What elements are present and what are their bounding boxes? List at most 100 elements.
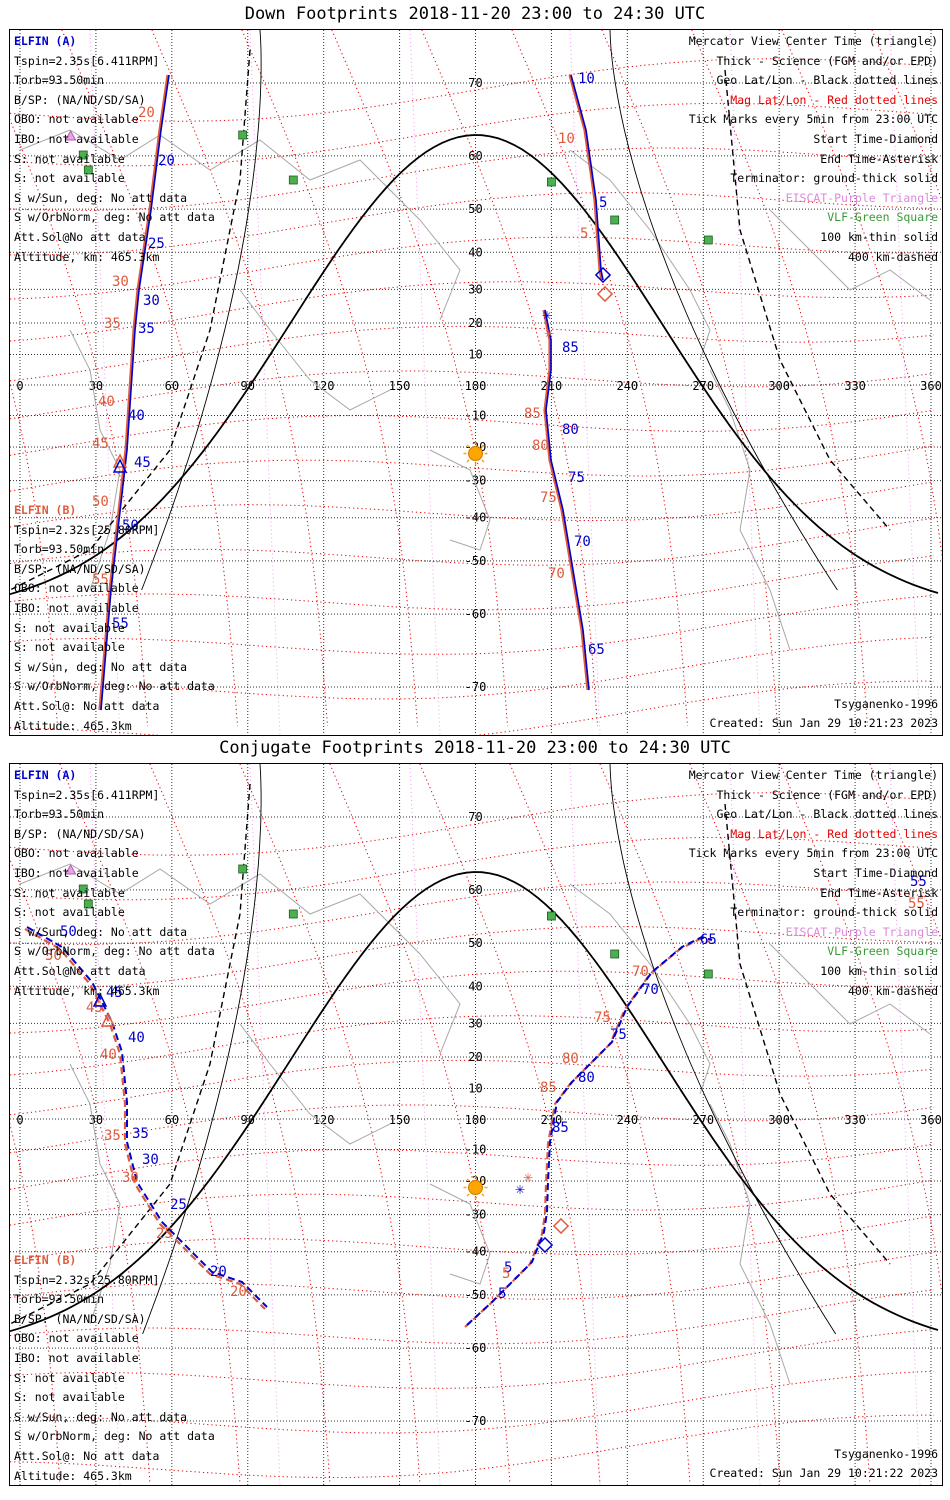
eiscat-meridian xyxy=(889,764,921,1485)
lat-tick-label: -40 xyxy=(465,1245,487,1259)
elfin-b-track-label: 80 xyxy=(532,438,549,454)
elfin-a-header: ELFIN (A) xyxy=(14,768,77,782)
coastline xyxy=(429,449,491,551)
elfin-a-track-label: 80 xyxy=(578,1070,595,1086)
mag-lat-line xyxy=(10,1143,935,1190)
elfin-a-track-label: 20 xyxy=(210,1264,227,1280)
mag-lon-line xyxy=(511,30,688,727)
coastline xyxy=(569,149,711,361)
elfin-a-track-label: 80 xyxy=(562,422,579,438)
coastline xyxy=(709,369,791,651)
lat-tick-label: -10 xyxy=(465,1143,487,1157)
elfin-b-track-label: 80 xyxy=(562,1051,579,1067)
vlf-square-icon xyxy=(288,175,298,185)
lat-tick-label: 30 xyxy=(468,282,482,296)
elfin-a-line: Altitude, km: 465.3km xyxy=(14,983,160,998)
coastline xyxy=(239,1023,391,1145)
mag-lat-line xyxy=(10,1251,935,1300)
mag-lon-line xyxy=(419,764,601,1485)
elfin-a-track-label: 70 xyxy=(574,534,591,550)
model-label: Tsyganenko-1996 xyxy=(834,697,938,711)
elfin-b-line: Att.Sol@: No att data xyxy=(14,1448,160,1463)
lon-tick-label: 360 xyxy=(920,379,942,393)
elfin-a-line: Att.Sol@No att data xyxy=(14,229,146,244)
elfin-b-track-label: 35 xyxy=(104,1128,121,1144)
elfin-a-track-label: 75 xyxy=(610,1027,627,1043)
elfin-a-track-label: 70 xyxy=(642,982,659,998)
sun-ray xyxy=(481,1178,485,1182)
lat-tick-label: -30 xyxy=(465,1208,487,1222)
lon-tick-label: 240 xyxy=(616,1113,638,1127)
elfin-b-track-label: 70 xyxy=(548,566,565,582)
mercator-map-conjugate: 0 30 60 90 120 150 180 210 240 270 300 330 360706050… xyxy=(10,764,942,1485)
mag-lon-line xyxy=(241,30,418,727)
diamond-start-icon xyxy=(594,266,612,284)
lat-tick-label: -50 xyxy=(465,554,487,568)
lat-tick-label: 20 xyxy=(468,316,482,330)
lat-tick-label: -60 xyxy=(465,607,487,621)
lon-tick-label: 90 xyxy=(241,1113,255,1127)
panel-title-conjugate: Conjugate Footprints 2018-11-20 23:00 to… xyxy=(219,738,731,758)
legend-view: Mercator View Center Time (triangle) xyxy=(688,768,938,782)
mag-lat-line xyxy=(10,1370,935,1434)
legend-ticks: Tick Marks every 5min from 23:00 UTC xyxy=(688,112,938,127)
mag-lon-line xyxy=(329,764,511,1485)
legend-100km: 100 km-thin solid xyxy=(820,963,938,978)
elfin-b-track-label: 5 xyxy=(580,226,588,242)
elfin-a-line: S: not available xyxy=(14,905,125,920)
vlf-square-icon xyxy=(238,130,248,140)
panel-title-down: Down Footprints 2018-11-20 23:00 to 24:3… xyxy=(244,4,706,24)
eiscat-meridian xyxy=(409,764,441,1485)
lon-tick-label: 60 xyxy=(165,379,179,393)
elfin-b-track-label: 70 xyxy=(632,964,649,980)
elfin-b-header: ELFIN (B) xyxy=(14,503,77,517)
lat-tick-label: 50 xyxy=(468,936,482,950)
vlf-square-icon xyxy=(78,884,88,894)
elfin-a-track-label: 10 xyxy=(578,71,595,87)
mag-lon-line xyxy=(149,764,331,1485)
lon-tick-label: 300 xyxy=(768,379,790,393)
elfin-a-track-label: 35 xyxy=(138,321,155,337)
legend-vlf: VLF-Green Square xyxy=(827,944,938,959)
elfin-a-track-label: 45 xyxy=(134,455,151,471)
lon-tick-label: 60 xyxy=(165,1113,179,1127)
elfin-a-line: S w/OrbNorm, deg: No att data xyxy=(14,210,215,225)
elfin-b-track-label: 40 xyxy=(100,1047,117,1063)
elfin-a-info: ELFIN (A) Tspin=2.35s[6.411RPM] Torb=93.… xyxy=(14,766,215,1001)
mag-lon-line xyxy=(509,764,691,1485)
vlf-square-icon xyxy=(547,177,556,187)
legend-thick: Thick - Science (FGM and/or EPD) xyxy=(716,787,938,802)
legend-ticks: Tick Marks every 5min from 23:00 UTC xyxy=(688,846,938,861)
elfin-a-track-label: 25 xyxy=(170,1197,187,1213)
elfin-b-track-label: 75 xyxy=(594,1010,611,1026)
lon-tick-label: 180 xyxy=(465,1113,487,1127)
elfin-a-track-label: 85 xyxy=(552,1120,569,1136)
elfin-b-line: S w/OrbNorm, deg: No att data xyxy=(14,1429,215,1444)
elfin-a-track-label: 50 xyxy=(122,518,139,534)
legend-mag: Mag Lat/Lon - Red dotted lines xyxy=(730,92,938,107)
elfin-b-track-label: 50 xyxy=(45,948,62,964)
legend-geo: Geo Lat/Lon - Black dotted lines xyxy=(716,73,938,88)
lat-tick-label: 20 xyxy=(468,1050,482,1064)
elfin-b-line: Torb=93.50min xyxy=(14,542,105,557)
elfin-b-line: Altitude: 465.3km xyxy=(14,718,132,733)
elfin-b-line: B/SP: (NA/ND/SD/SA) xyxy=(14,1311,146,1326)
coastline xyxy=(569,883,711,1095)
mag-lat-line xyxy=(10,555,935,611)
lat-tick-label: -60 xyxy=(465,1341,487,1355)
lat-tick-label: -70 xyxy=(465,680,487,694)
legend-vlf: VLF-Green Square xyxy=(827,210,938,225)
sun-ray xyxy=(481,459,485,463)
legend-400km: 400 km-dashed xyxy=(847,249,938,264)
coastline xyxy=(19,129,461,321)
mag-lon-line xyxy=(689,764,871,1485)
elfin-b-track xyxy=(98,74,170,711)
elfin-b-track-label: 20 xyxy=(230,1284,247,1300)
terminator-line xyxy=(10,134,939,596)
elfin-b-track-label: 10 xyxy=(558,131,575,147)
sun-ray xyxy=(481,444,485,448)
lat-tick-label: -50 xyxy=(465,1288,487,1302)
mag-lat-line xyxy=(10,1059,935,1116)
elfin-b-info: ELFIN (B) Tspin=2.32s[25.80RPM] Torb=93.… xyxy=(14,1251,215,1485)
elfin-b-track-label: 85 xyxy=(524,406,541,422)
